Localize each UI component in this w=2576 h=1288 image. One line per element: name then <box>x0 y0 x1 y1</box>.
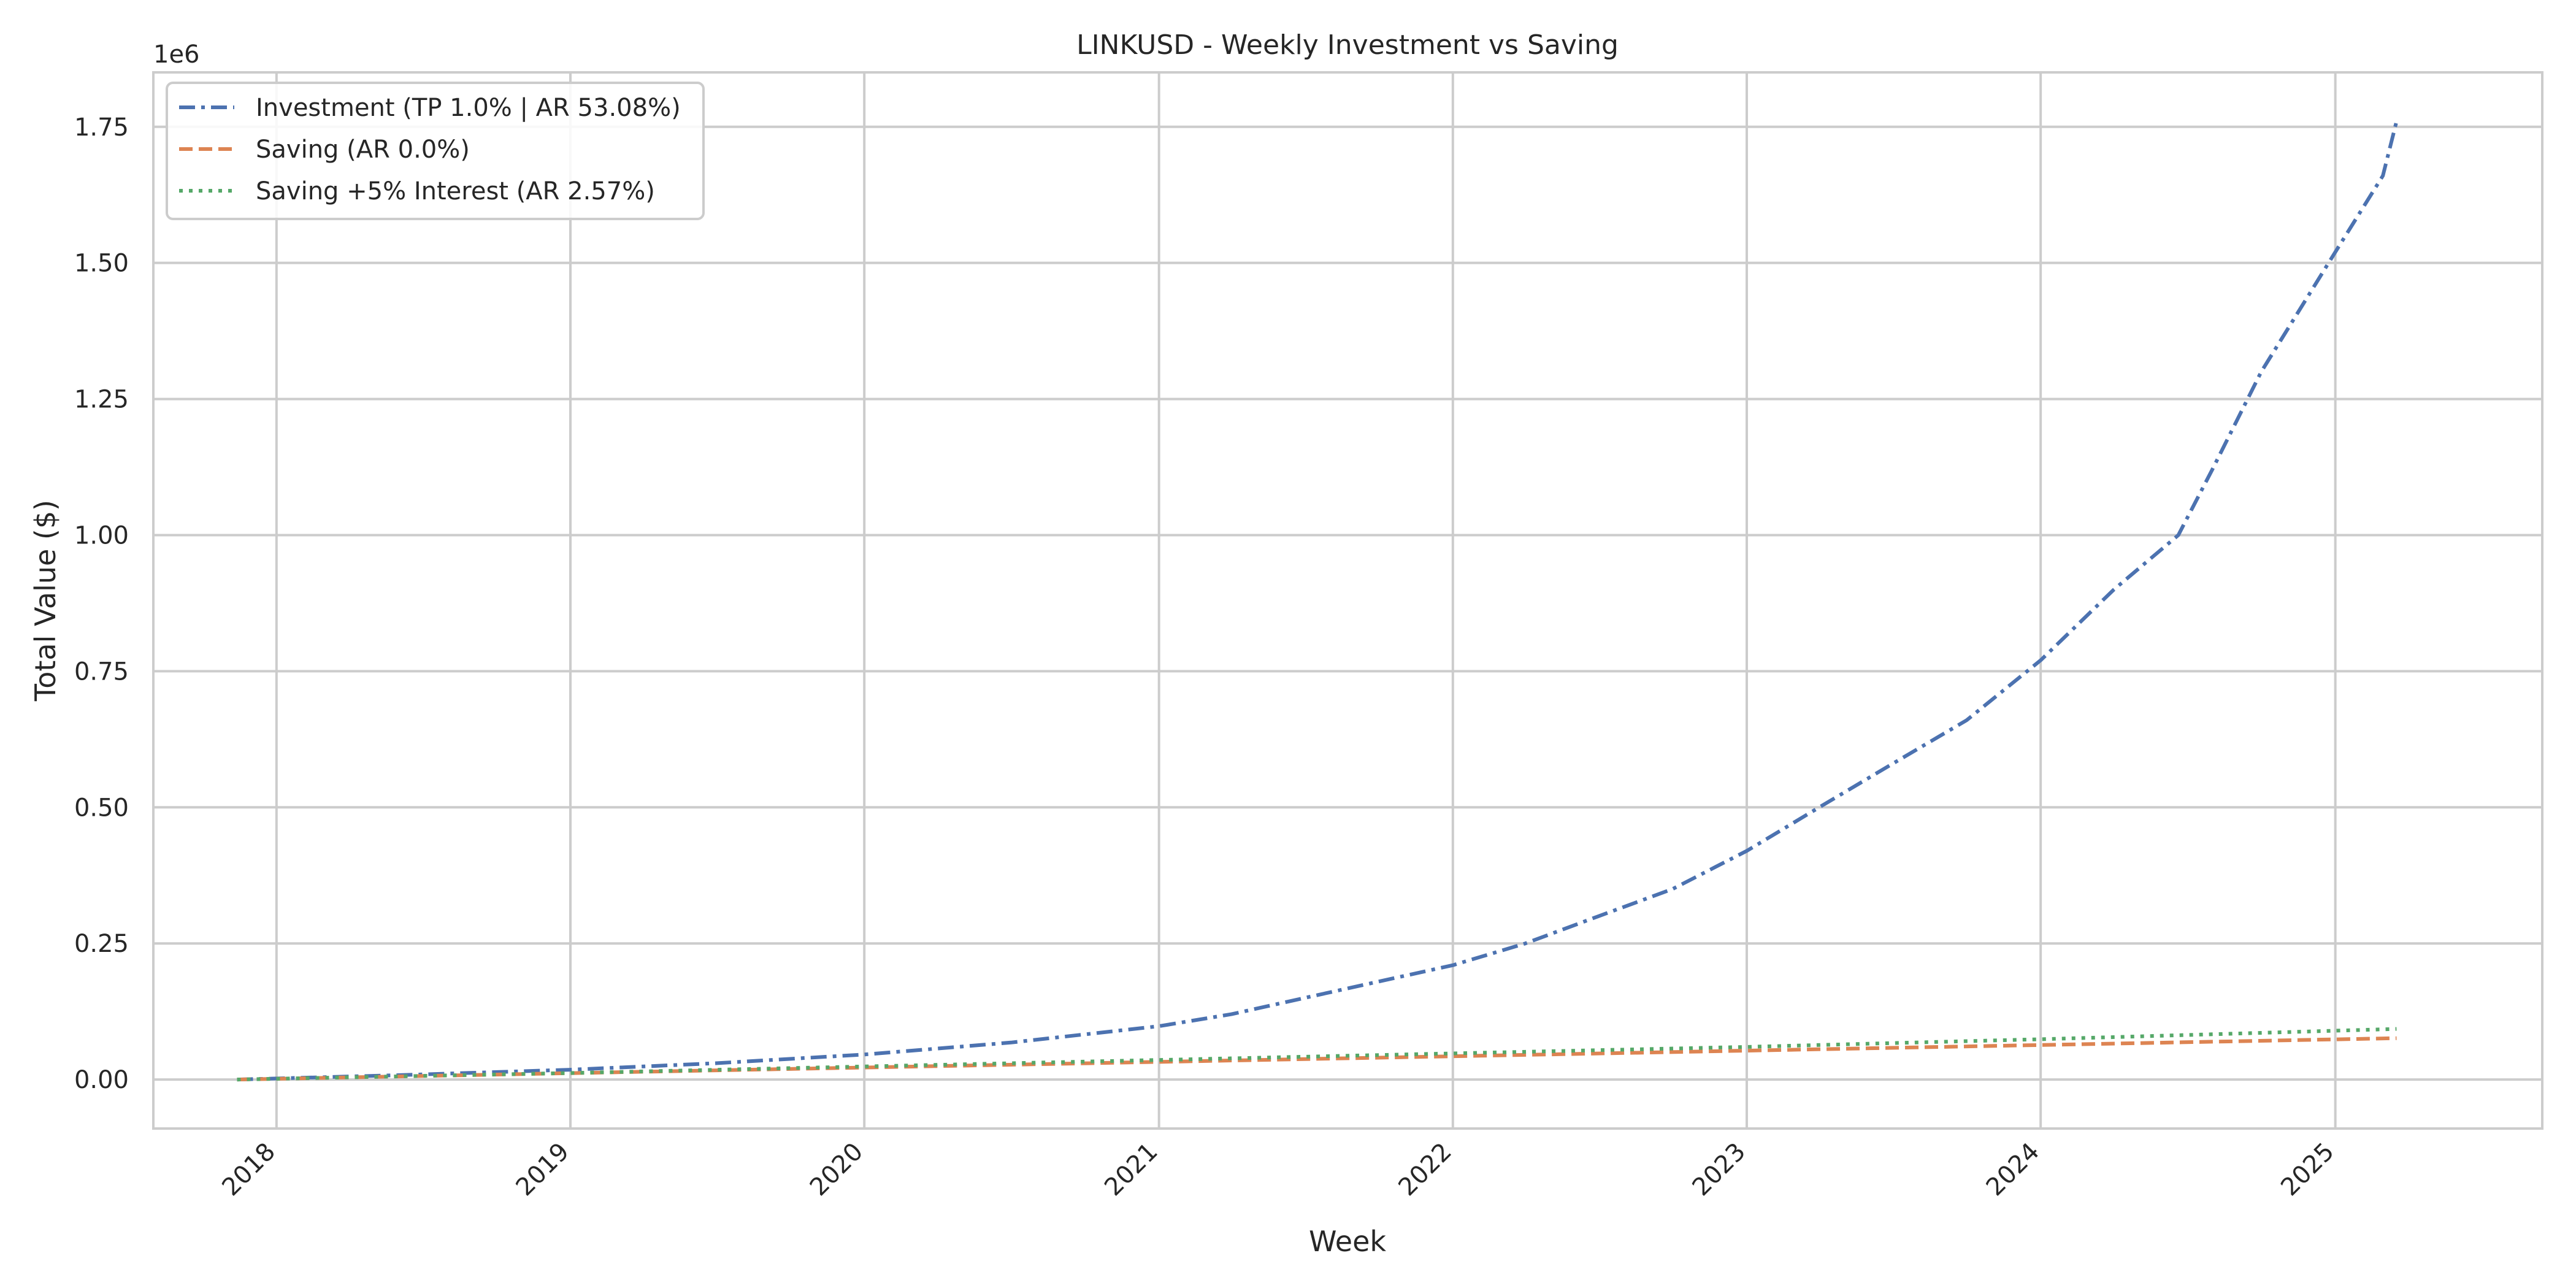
legend-label: Investment (TP 1.0% | AR 53.08%) <box>256 94 681 122</box>
y-tick-label: 0.25 <box>74 930 129 958</box>
grid <box>153 72 2542 1129</box>
series-group <box>237 121 2399 1082</box>
chart-title: LINKUSD - Weekly Investment vs Saving <box>1076 29 1619 61</box>
legend-box <box>166 82 705 220</box>
legend-label: Saving +5% Interest (AR 2.57%) <box>256 177 655 205</box>
y-tick-label: 0.00 <box>74 1066 129 1094</box>
y-tick-label: 1.50 <box>74 250 129 278</box>
y-axis-label: Total Value ($) <box>29 500 62 702</box>
y-tick-label: 1.00 <box>74 521 129 550</box>
series-line-1 <box>237 1036 2397 1082</box>
series-line-0 <box>237 121 2399 1082</box>
y-tick-label: 1.25 <box>74 386 129 414</box>
y-tick-label: 0.50 <box>74 794 129 822</box>
y-tick-label: 1.75 <box>74 113 129 142</box>
y-tick-label: 0.75 <box>74 657 129 686</box>
x-axis-label: Week <box>1309 1225 1386 1258</box>
legend-label: Saving (AR 0.0%) <box>256 136 470 164</box>
y-offset-text: 1e6 <box>153 40 200 69</box>
plot-frame <box>152 71 2543 1130</box>
legend: Investment (TP 1.0% | AR 53.08%) Saving (… <box>166 82 705 220</box>
